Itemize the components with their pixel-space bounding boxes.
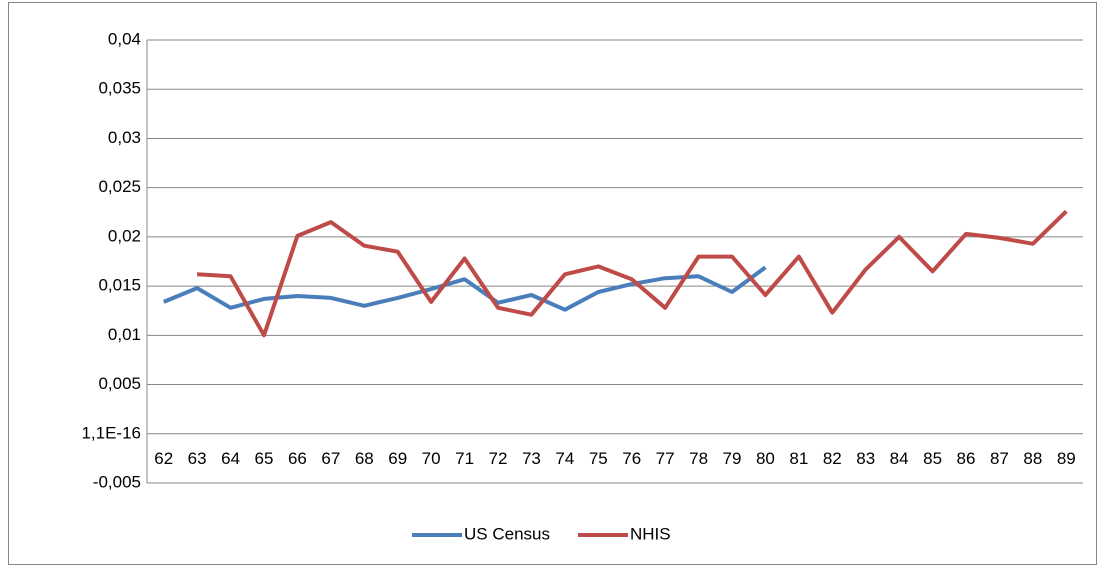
y-tick-label: 0,01: [108, 325, 141, 344]
y-tick-label: 1,1E-16: [81, 423, 141, 442]
legend-label: US Census: [464, 524, 550, 543]
x-tick-label: 76: [622, 449, 641, 468]
x-tick-label: 62: [154, 449, 173, 468]
legend-label: NHIS: [630, 524, 671, 543]
x-tick-label: 80: [756, 449, 775, 468]
x-tick-label: 79: [723, 449, 742, 468]
x-tick-label: 71: [455, 449, 474, 468]
x-tick-label: 83: [856, 449, 875, 468]
x-tick-label: 82: [823, 449, 842, 468]
y-tick-label: 0,02: [108, 226, 141, 245]
x-tick-label: 74: [555, 449, 574, 468]
y-tick-label: 0,025: [98, 177, 141, 196]
x-tick-label: 68: [355, 449, 374, 468]
y-tick-label: 0,015: [98, 276, 141, 295]
x-tick-label: 73: [522, 449, 541, 468]
x-tick-label: 69: [388, 449, 407, 468]
x-tick-label: 67: [321, 449, 340, 468]
series-line: [196, 209, 1068, 338]
x-tick-label: 81: [789, 449, 808, 468]
x-tick-label: 66: [288, 449, 307, 468]
x-tick-label: 65: [255, 449, 274, 468]
y-tick-label: 0,035: [98, 79, 141, 98]
x-tick-label: 72: [489, 449, 508, 468]
x-tick-label: 63: [188, 449, 207, 468]
y-tick-label: -0,005: [93, 472, 141, 491]
series-line: [162, 265, 767, 312]
x-tick-label: 78: [689, 449, 708, 468]
x-tick-label: 86: [957, 449, 976, 468]
x-tick-label: 77: [656, 449, 675, 468]
y-tick-label: 0,04: [108, 29, 141, 48]
y-tick-label: 0,005: [98, 374, 141, 393]
x-tick-label: 70: [422, 449, 441, 468]
x-tick-label: 88: [1023, 449, 1042, 468]
x-tick-label: 64: [221, 449, 240, 468]
y-tick-label: 0,03: [108, 128, 141, 147]
x-tick-label: 84: [890, 449, 909, 468]
x-tick-label: 87: [990, 449, 1009, 468]
x-tick-label: 75: [589, 449, 608, 468]
chart-border: [8, 2, 1097, 565]
x-tick-label: 85: [923, 449, 942, 468]
x-tick-label: 89: [1057, 449, 1076, 468]
